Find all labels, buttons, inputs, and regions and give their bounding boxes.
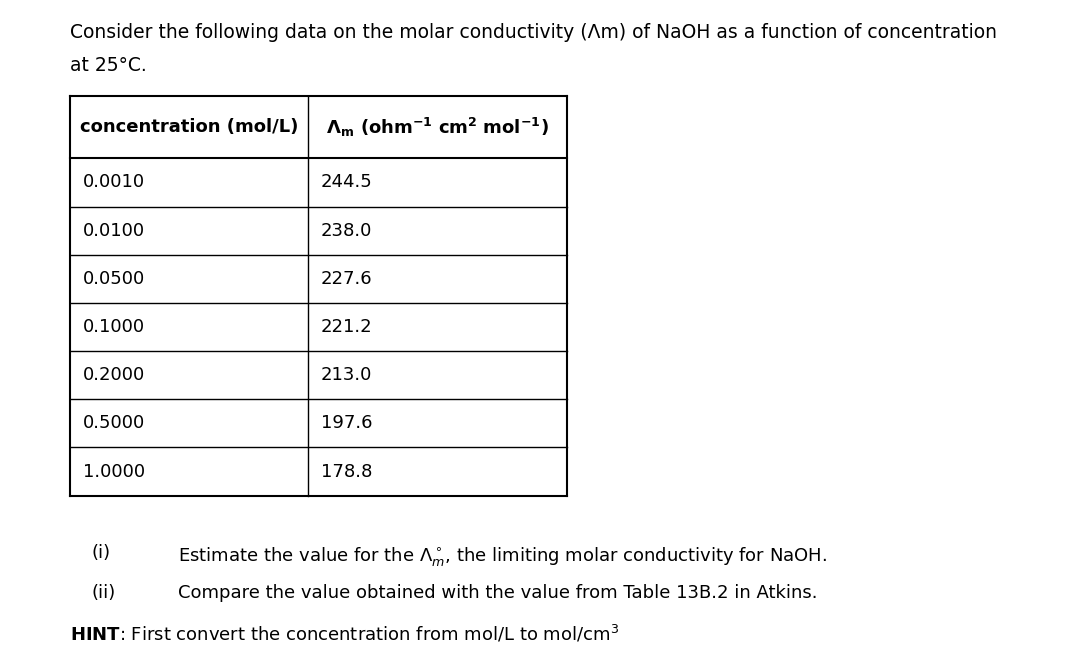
Text: Estimate the value for the $\Lambda^\circ_m$, the limiting molar conductivity fo: Estimate the value for the $\Lambda^\cir… xyxy=(178,544,827,568)
Text: (ii): (ii) xyxy=(92,584,116,602)
Text: $\mathbf{\Lambda_m}$ $\mathbf{(ohm^{-1}\ cm^2\ mol^{-1})}$: $\mathbf{\Lambda_m}$ $\mathbf{(ohm^{-1}\… xyxy=(326,115,549,139)
Text: Consider the following data on the molar conductivity (Λm) of NaOH as a function: Consider the following data on the molar… xyxy=(70,23,997,42)
Text: 227.6: 227.6 xyxy=(321,270,373,288)
Text: 0.1000: 0.1000 xyxy=(83,318,146,336)
Text: 238.0: 238.0 xyxy=(321,222,373,240)
Text: 178.8: 178.8 xyxy=(321,463,373,480)
Text: 0.0100: 0.0100 xyxy=(83,222,146,240)
Text: Compare the value obtained with the value from Table 13B.2 in Atkins.: Compare the value obtained with the valu… xyxy=(178,584,818,602)
Text: at 25°C.: at 25°C. xyxy=(70,56,147,75)
Text: 221.2: 221.2 xyxy=(321,318,373,336)
Text: (i): (i) xyxy=(92,544,111,562)
Text: 1.0000: 1.0000 xyxy=(83,463,146,480)
Text: 244.5: 244.5 xyxy=(321,174,373,191)
Text: $\bf{HINT}$: First convert the concentration from mol/L to mol/cm$^3$: $\bf{HINT}$: First convert the concentra… xyxy=(70,624,619,645)
Text: 0.0010: 0.0010 xyxy=(83,174,146,191)
Text: 0.2000: 0.2000 xyxy=(83,366,146,384)
Text: 197.6: 197.6 xyxy=(321,414,373,432)
Text: 213.0: 213.0 xyxy=(321,366,373,384)
Text: 0.5000: 0.5000 xyxy=(83,414,146,432)
Text: concentration (mol/L): concentration (mol/L) xyxy=(80,118,298,136)
Text: 0.0500: 0.0500 xyxy=(83,270,146,288)
